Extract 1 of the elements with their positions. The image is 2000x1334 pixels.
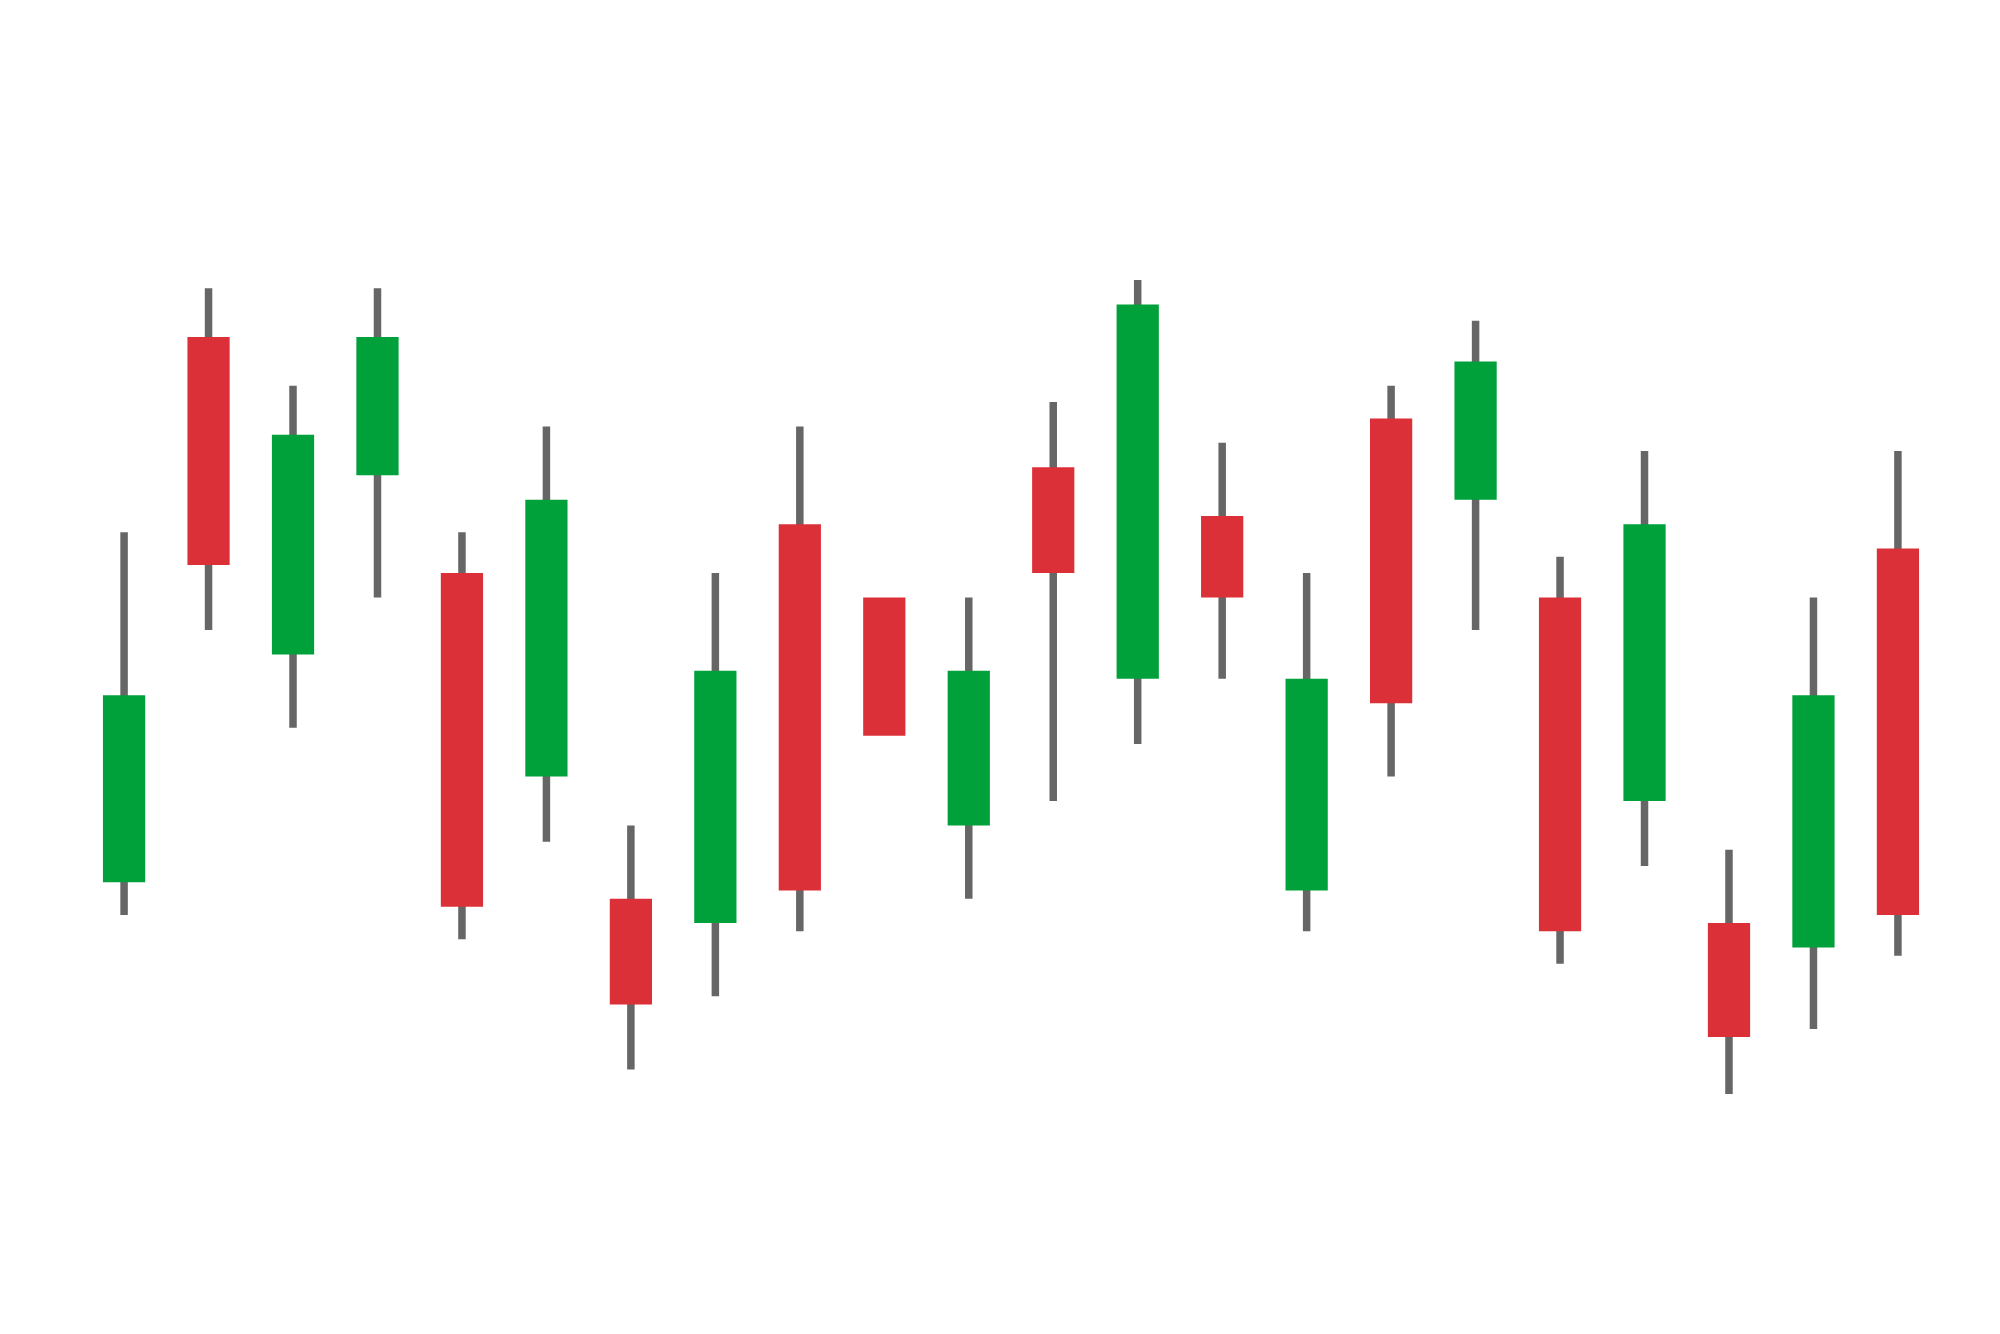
candlestick [863, 597, 906, 736]
